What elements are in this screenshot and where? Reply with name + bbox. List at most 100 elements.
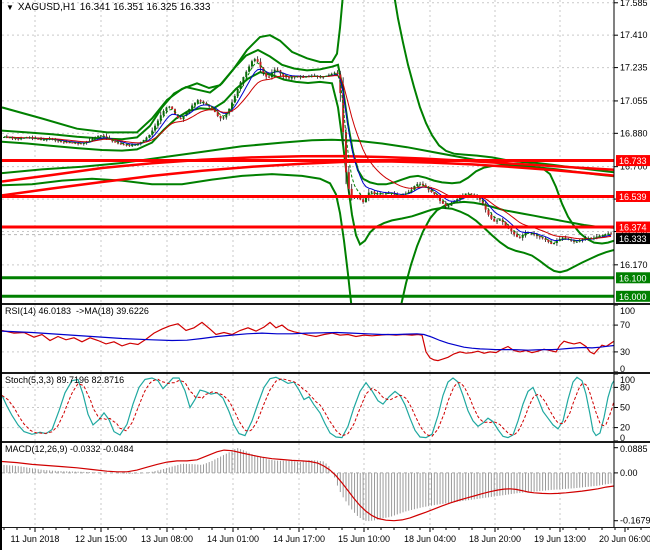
price-badge-16.000: 16.000 — [616, 290, 650, 302]
band-wide-lower — [2, 173, 614, 303]
bull-candle — [498, 219, 501, 221]
time-label: 11 Jun 2018 — [10, 534, 60, 544]
bear-candle — [550, 241, 553, 244]
bear-candle — [111, 139, 114, 142]
p-macd-plot[interactable] — [2, 443, 614, 527]
bull-candle — [459, 197, 461, 200]
bear-candle — [105, 136, 108, 139]
bull-candle — [453, 200, 456, 204]
axis-tick-label: 0.0885 — [620, 444, 648, 454]
bull-candle — [142, 140, 145, 143]
bear-candle — [74, 142, 77, 144]
svg-text:16.100: 16.100 — [619, 273, 647, 283]
bear-candle — [259, 61, 262, 68]
bull-candle — [419, 183, 422, 185]
bear-candle — [421, 183, 424, 186]
bear-candle — [441, 200, 444, 204]
bull-candle — [416, 184, 419, 186]
price-badge-16.733: 16.733 — [616, 155, 650, 167]
main-plot[interactable] — [2, 0, 614, 303]
bollinger-bands — [2, 0, 614, 303]
bear-candle — [202, 101, 205, 104]
price-tick-label: 17.055 — [620, 96, 648, 106]
main-chart-canvas[interactable]: 17.585 17.410 17.235 17.055 16.880 16.700 16.5… — [2, 0, 650, 303]
symbol-dropdown-icon[interactable]: ▼ — [6, 2, 14, 12]
bull-candle — [196, 100, 199, 103]
bear-candle — [125, 144, 128, 146]
bull-candle — [228, 108, 231, 114]
bear-candle — [433, 192, 436, 195]
bear-candle — [68, 142, 71, 144]
time-axis[interactable]: 11 Jun 2018 12 Jun 15:00 13 Jun 08:00 14 Ju… — [2, 528, 650, 550]
bull-candle — [601, 235, 604, 237]
bull-candle — [159, 115, 162, 121]
p-macd-axis[interactable]: 0.0885 0.00 -0.1679 — [614, 444, 650, 526]
bull-candle — [270, 72, 273, 78]
bear-candle — [265, 72, 268, 77]
bear-candle — [179, 118, 182, 120]
axis-tick-label: 70 — [620, 320, 630, 330]
macd-panel[interactable]: MACD(12,26,9) -0.0332 -0.0484 0.0885 0.00… — [2, 443, 650, 528]
time-label: 15 Jun 10:00 — [337, 534, 391, 544]
bear-candle — [302, 77, 305, 79]
time-label: 18 Jun 20:00 — [468, 534, 522, 544]
main-chart-panel[interactable]: 17.585 17.410 17.235 17.055 16.880 16.700 16.5… — [2, 0, 650, 305]
rsi-panel[interactable]: RSI(14) 46.0183 ->MA(18) 39.6226 100 70 30… — [2, 305, 650, 374]
bull-candle — [42, 139, 45, 141]
bear-candle — [427, 187, 430, 190]
p-macd-canvas[interactable]: 0.0885 0.00 -0.1679 — [2, 443, 650, 527]
price-tick-label: 17.410 — [620, 30, 648, 40]
bear-candle — [213, 108, 216, 112]
bull-candle — [148, 134, 151, 138]
bear-candle — [71, 142, 74, 144]
bull-candle — [193, 102, 196, 106]
p-stoch-plot[interactable] — [2, 374, 614, 441]
bear-candle — [14, 138, 17, 140]
time-label: 20 Jun 06:00 — [598, 534, 650, 544]
bear-candle — [424, 185, 427, 188]
p-macd-grid — [34, 443, 561, 527]
bear-candle — [176, 114, 179, 119]
price-axis[interactable]: 17.585 17.410 17.235 17.055 16.880 16.700 16.5… — [614, 0, 650, 302]
bear-candle — [350, 188, 353, 198]
bear-candle — [57, 140, 60, 142]
bull-candle — [168, 106, 171, 108]
p-rsi-canvas[interactable]: 100 70 30 0 — [2, 305, 650, 372]
band-wide-mid — [2, 138, 614, 178]
bull-candle — [387, 192, 390, 194]
bull-candle — [233, 96, 236, 103]
price-tick-label: 17.235 — [620, 63, 648, 73]
bull-candle — [447, 205, 450, 207]
bear-candle — [481, 199, 484, 204]
bear-candle — [487, 209, 490, 215]
series-signal — [2, 449, 614, 522]
band-tight-lower — [2, 71, 614, 274]
svg-text:16.539: 16.539 — [619, 192, 647, 202]
bear-candle — [122, 144, 125, 146]
p-rsi-axis[interactable]: 100 70 30 0 — [614, 305, 635, 372]
series-%K — [2, 376, 614, 439]
time-label: 19 Jun 13:00 — [533, 534, 587, 544]
price-badge-16.333: 16.333 — [616, 233, 650, 245]
bull-candle — [253, 59, 256, 62]
bull-candle — [165, 107, 168, 111]
p-rsi-plot[interactable] — [2, 305, 614, 372]
bull-candle — [94, 137, 97, 140]
price-badge-16.539: 16.539 — [616, 190, 650, 202]
axis-tick-label: -0.1679 — [620, 516, 650, 526]
time-label: 12 Jun 15:00 — [74, 534, 128, 544]
bear-candle — [219, 115, 222, 119]
bull-candle — [496, 220, 499, 222]
bull-candle — [290, 77, 293, 79]
bear-candle — [60, 141, 62, 143]
bear-candle — [470, 193, 473, 195]
price-tick-label: 17.585 — [620, 0, 648, 8]
axis-tick-label: 30 — [620, 347, 630, 357]
axis-tick-label: 50 — [620, 403, 630, 413]
time-axis-canvas[interactable] — [2, 528, 650, 550]
stochastic-panel[interactable]: Stoch(5,3,3) 89.7196 82.8716 100 80 50 20 0 — [2, 374, 650, 443]
bull-candle — [364, 197, 367, 203]
bull-candle — [410, 189, 413, 192]
